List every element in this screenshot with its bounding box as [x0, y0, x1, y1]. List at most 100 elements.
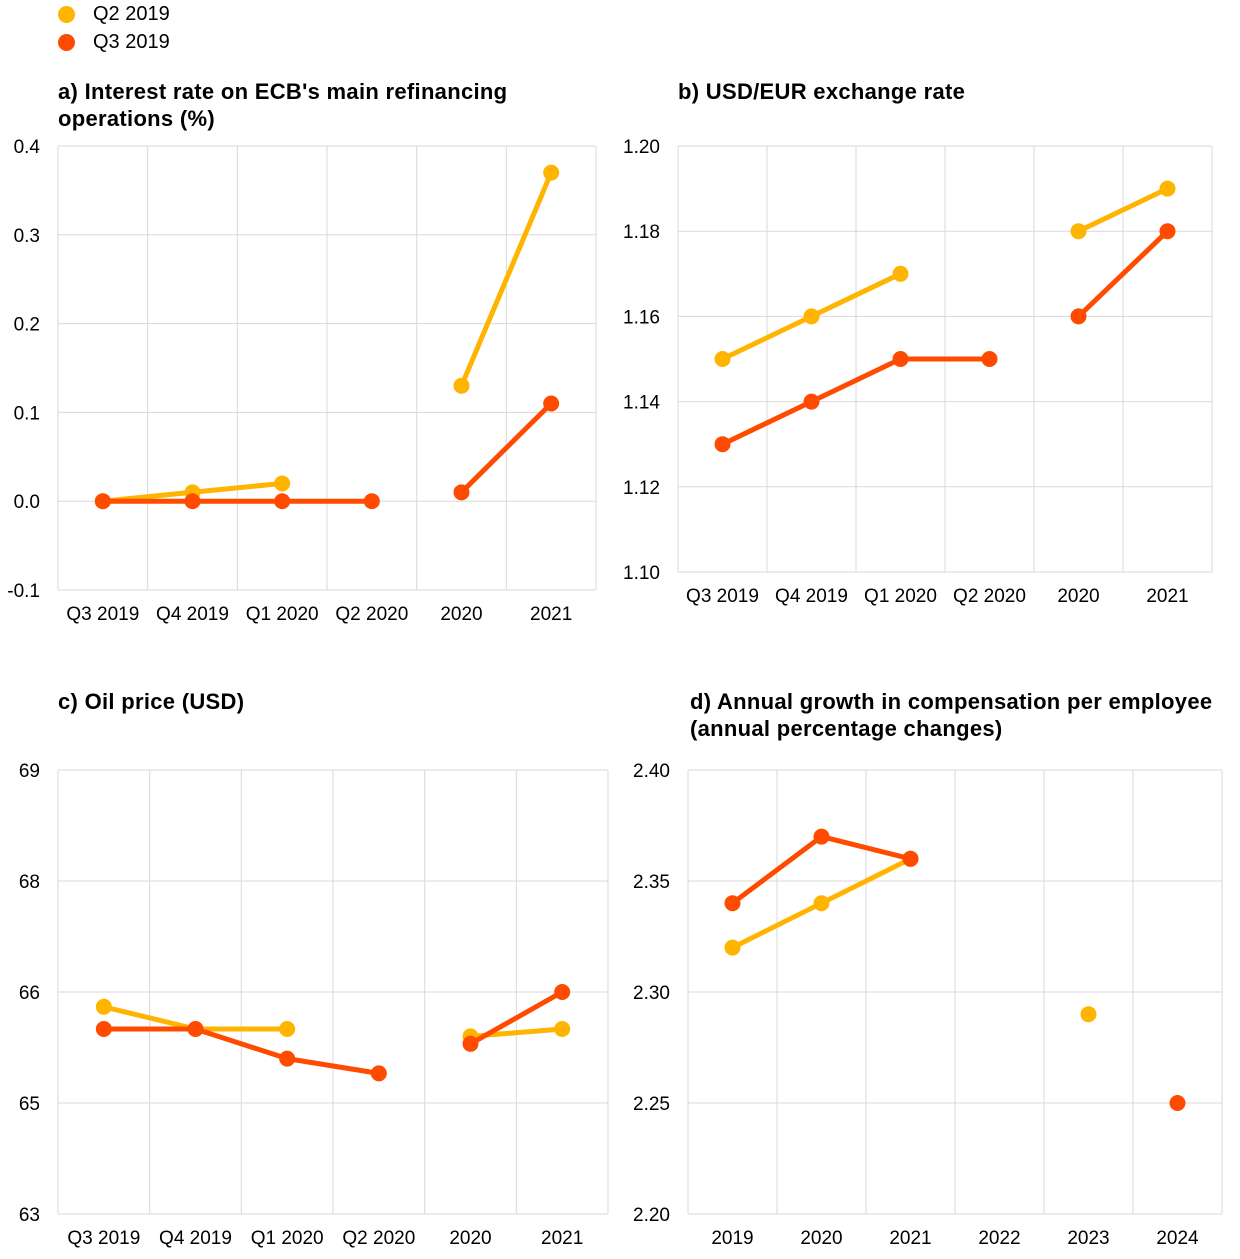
x-tick-label: 2020	[440, 604, 482, 625]
panel-b-title: b) USD/EUR exchange rate	[678, 79, 966, 104]
y-tick-label: 68	[19, 872, 40, 893]
data-point-q3-2019	[184, 493, 201, 510]
x-tick-label: Q3 2019	[66, 604, 139, 625]
y-tick-label: 0.4	[14, 137, 41, 158]
x-tick-label: 2020	[449, 1228, 491, 1249]
x-tick-label: Q3 2019	[686, 586, 759, 607]
y-tick-label: 1.16	[623, 307, 660, 328]
legend-marker-q3-2019	[58, 33, 75, 51]
plot-area: 2.40 2.35 2.30 2.25 2.20 2019 2020 2021 2022 2023…	[633, 761, 1223, 1249]
plot-area: 0.4 0.3 0.2 0.1 0.0 -0.1 Q3 2019 Q4 2019 Q1 2020…	[7, 137, 597, 625]
y-tick-label: 2.25	[633, 1094, 670, 1115]
data-point-q2-2019	[554, 1021, 571, 1037]
plot-area: 69 68 66 65 63 Q3 2019 Q4 2019 Q1 2020 Q2 2020 20…	[19, 761, 609, 1249]
x-tick-label: Q4 2019	[156, 604, 229, 625]
chart-b-exchange-rate: 1.20 1.18 1.16 1.14 1.12 1.10 Q3 2019 Q4 2019 Q1…	[623, 137, 1213, 607]
x-tick-label: Q4 2019	[159, 1228, 232, 1249]
data-point-q3-2019	[1159, 223, 1176, 240]
x-tick-label: Q1 2020	[246, 604, 319, 625]
data-point-q3-2019	[462, 1035, 479, 1052]
data-point-q3-2019	[370, 1065, 387, 1082]
plot-area: 1.20 1.18 1.16 1.14 1.12 1.10 Q3 2019 Q4 2019 Q1…	[623, 137, 1213, 607]
data-point-q3-2019	[724, 895, 741, 912]
data-point-q2-2019	[1070, 223, 1087, 240]
x-tick-label: 2024	[1156, 1228, 1199, 1249]
x-tick-label: 2021	[541, 1228, 583, 1249]
y-tick-label: 0.2	[14, 315, 40, 336]
x-tick-label: Q4 2019	[775, 586, 848, 607]
y-tick-label: 66	[19, 983, 40, 1004]
data-point-q3-2019	[554, 984, 571, 1000]
y-tick-label: -0.1	[7, 581, 40, 602]
data-point-q2-2019	[543, 164, 560, 181]
series-line-q3-2019	[459, 401, 553, 495]
series-line-q3-2019	[1076, 229, 1170, 319]
data-point-q3-2019	[1169, 1095, 1186, 1111]
data-point-q2-2019	[803, 308, 820, 325]
data-point-q2-2019	[813, 895, 830, 912]
series-line-q3-2019	[721, 356, 990, 447]
data-point-q3-2019	[279, 1050, 296, 1067]
y-tick-label: 1.10	[623, 563, 660, 584]
panel-d-title: d) Annual growth in compensation per emp…	[690, 689, 1213, 741]
data-point-q2-2019	[892, 265, 909, 282]
chart-d-compensation-growth: 2.40 2.35 2.30 2.25 2.20 2019 2020 2021 2022 2023…	[633, 761, 1223, 1249]
data-point-q2-2019	[279, 1021, 296, 1037]
x-tick-label: 2021	[889, 1228, 931, 1249]
y-tick-label: 1.20	[623, 137, 660, 158]
chart-c-oil-price: 69 68 66 65 63 Q3 2019 Q4 2019 Q1 2020 Q2 2020 20…	[19, 761, 609, 1249]
y-tick-label: 65	[19, 1094, 40, 1115]
x-tick-label: 2022	[978, 1228, 1020, 1249]
y-tick-label: 69	[19, 761, 40, 782]
data-point-q2-2019	[274, 475, 291, 492]
data-point-q3-2019	[902, 850, 919, 867]
x-tick-label: Q2 2020	[342, 1228, 415, 1249]
data-point-q3-2019	[892, 351, 909, 367]
x-tick-label: Q2 2020	[953, 586, 1026, 607]
x-tick-label: 2020	[800, 1228, 842, 1249]
series-line-q2-2019	[1077, 186, 1169, 234]
y-tick-label: 0.1	[14, 403, 40, 424]
x-tick-label: Q1 2020	[864, 586, 937, 607]
data-point-q3-2019	[274, 493, 291, 510]
y-tick-label: 2.30	[633, 983, 670, 1004]
data-point-q3-2019	[813, 828, 830, 845]
y-tick-label: 1.12	[623, 478, 660, 499]
data-point-q3-2019	[94, 493, 111, 510]
legend-label: Q3 2019	[93, 30, 170, 53]
panel-a-title: a) Interest rate on ECB's main refinanci…	[58, 79, 508, 131]
x-tick-label: 2020	[1057, 586, 1099, 607]
data-point-q3-2019	[981, 351, 998, 367]
y-tick-label: 2.40	[633, 761, 670, 782]
data-point-q2-2019	[453, 377, 470, 394]
y-tick-label: 1.14	[623, 393, 660, 414]
x-tick-label: 2021	[530, 604, 572, 625]
data-point-q3-2019	[95, 1021, 112, 1037]
x-tick-label: 2021	[1146, 586, 1188, 607]
data-point-q3-2019	[363, 493, 380, 510]
data-point-q2-2019	[95, 998, 112, 1015]
data-point-q3-2019	[453, 484, 470, 501]
data-point-q2-2019	[714, 351, 731, 367]
legend-item-q2-2019: Q2 2019	[58, 0, 170, 28]
series-line-q3-2019	[469, 989, 564, 1046]
chart-a-interest-rate: 0.4 0.3 0.2 0.1 0.0 -0.1 Q3 2019 Q4 2019 Q1 2020…	[7, 137, 597, 625]
y-tick-label: 2.20	[633, 1205, 670, 1226]
panel-c-title: c) Oil price (USD)	[58, 689, 245, 714]
legend-label: Q2 2019	[93, 2, 170, 25]
x-tick-label: Q2 2020	[335, 604, 408, 625]
legend-item-q3-2019: Q3 2019	[58, 28, 170, 56]
data-point-q3-2019	[543, 395, 560, 412]
data-point-q2-2019	[1080, 1006, 1097, 1023]
x-tick-label: 2023	[1067, 1228, 1109, 1249]
data-point-q2-2019	[724, 939, 741, 956]
y-tick-label: 0.0	[14, 492, 40, 513]
data-point-q2-2019	[1159, 180, 1176, 197]
y-tick-label: 1.18	[623, 222, 660, 243]
data-point-q3-2019	[803, 393, 820, 410]
y-tick-label: 0.3	[14, 226, 40, 247]
y-tick-label: 2.35	[633, 872, 670, 893]
data-point-q3-2019	[187, 1021, 204, 1037]
x-tick-label: 2019	[711, 1228, 753, 1249]
legend-marker-q2-2019	[58, 5, 75, 23]
